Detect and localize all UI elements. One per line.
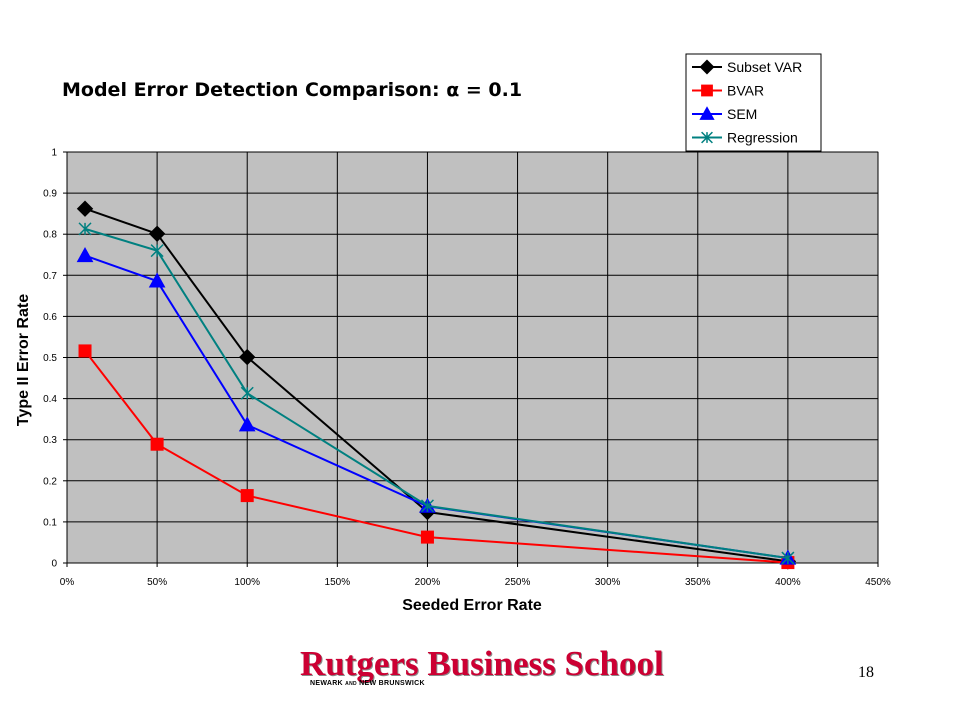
data-point-regression: [150, 244, 164, 258]
rutgers-logo: Rutgers Business School NEWARK AND NEW B…: [300, 644, 680, 690]
x-tick-label: 450%: [865, 577, 891, 588]
y-axis-title: Type II Error Rate: [15, 294, 32, 426]
legend-label: Regression: [727, 130, 798, 146]
y-tick-label: 0.5: [43, 353, 57, 364]
brand-sub-and: AND: [345, 681, 357, 687]
y-tick-label: 0.9: [43, 189, 57, 200]
data-point-regression: [240, 386, 254, 400]
data-point-bvar: [150, 437, 164, 451]
data-point-bvar: [78, 344, 92, 358]
x-tick-label: 150%: [325, 577, 351, 588]
brand-sub-new-brunswick: NEW BRUNSWICK: [359, 680, 425, 687]
data-point-subset-var: [76, 200, 94, 217]
x-tick-label: 400%: [775, 577, 801, 588]
x-tick-label: 0%: [60, 577, 75, 588]
y-tick-label: 0.3: [43, 435, 57, 446]
data-point-bvar: [240, 489, 254, 503]
legend-item-sem: SEM: [692, 106, 757, 122]
y-tick-label: 0: [51, 559, 57, 570]
x-tick-label: 350%: [685, 577, 711, 588]
y-tick-label: 0.6: [43, 312, 57, 323]
data-point-regression: [420, 499, 434, 513]
x-axis-title: Seeded Error Rate: [402, 597, 542, 614]
legend-item-subset-var: Subset VAR: [692, 59, 802, 75]
legend-label: BVAR: [727, 83, 764, 99]
legend-marker-regression: [701, 131, 713, 144]
data-point-subset-var: [239, 348, 256, 366]
legend-marker-subset-var: [699, 59, 715, 75]
legend-label: SEM: [727, 106, 757, 122]
x-tick-label: 200%: [415, 577, 441, 588]
x-tick-label: 100%: [234, 577, 260, 588]
legend-marker-sem: [699, 106, 715, 120]
legend: Subset VAR BVAR SEM Regression: [685, 53, 822, 152]
data-point-subset-var: [148, 225, 166, 242]
data-point-regression: [781, 551, 795, 565]
x-tick-label: 250%: [505, 577, 531, 588]
y-tick-label: 0.8: [43, 230, 57, 241]
data-point-sem: [238, 416, 256, 432]
page-number: 18: [858, 664, 874, 681]
data-point-regression: [78, 222, 92, 236]
data-point-sem: [76, 247, 94, 263]
y-tick-label: 0.2: [43, 476, 57, 487]
legend-label: Subset VAR: [727, 59, 802, 75]
legend-item-bvar: BVAR: [692, 83, 764, 99]
data-point-sem: [148, 272, 166, 288]
chart-title: Model Error Detection Comparison: α = 0.…: [62, 79, 522, 101]
brand-subtitle: NEWARK AND NEW BRUNSWICK: [310, 680, 425, 687]
series-regression: [78, 222, 795, 565]
brand-sub-newark: NEWARK: [310, 680, 343, 687]
legend-marker-bvar: [701, 84, 713, 97]
y-tick-label: 0.7: [43, 271, 57, 282]
x-tick-label: 300%: [595, 577, 621, 588]
y-tick-label: 0.4: [43, 394, 57, 405]
y-tick-label: 0.1: [43, 517, 57, 528]
brand-name: Rutgers Business School: [300, 644, 664, 683]
x-tick-label: 50%: [147, 577, 167, 588]
legend-item-regression: Regression: [692, 130, 798, 146]
data-point-bvar: [420, 530, 434, 544]
y-tick-label: 1: [51, 148, 57, 159]
